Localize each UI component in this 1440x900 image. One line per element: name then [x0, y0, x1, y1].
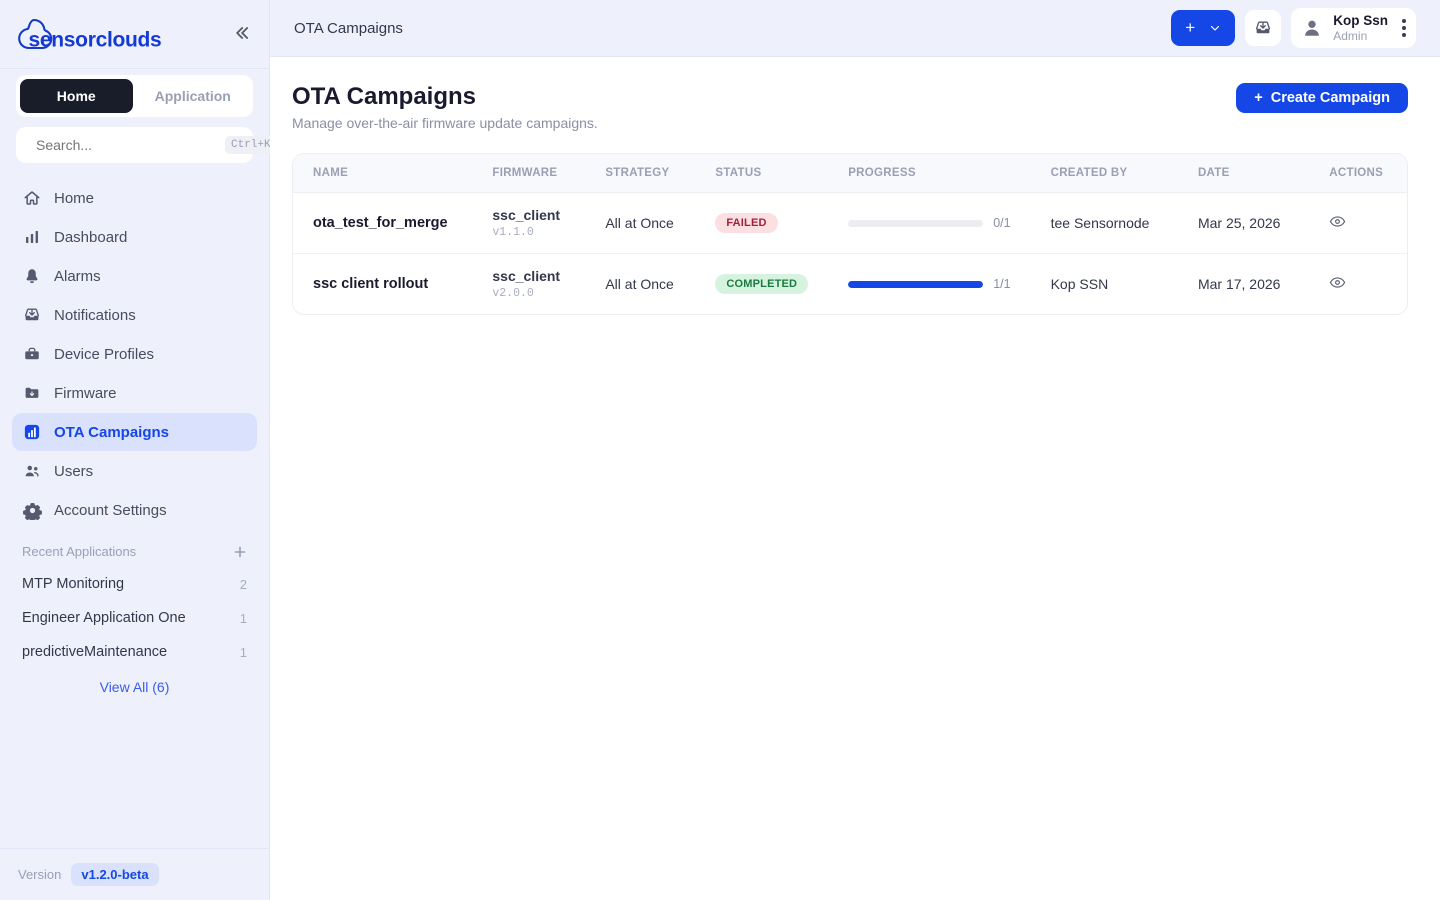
svg-text:sensorclouds: sensorclouds	[29, 29, 162, 52]
